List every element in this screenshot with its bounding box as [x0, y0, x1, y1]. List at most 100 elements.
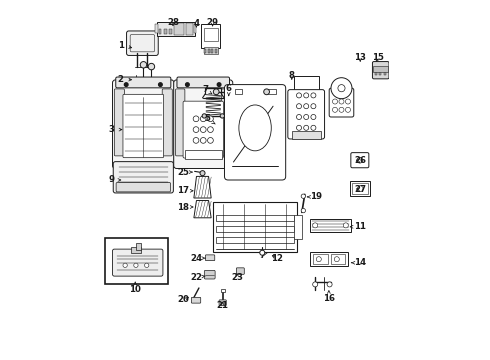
- FancyBboxPatch shape: [174, 80, 233, 168]
- Circle shape: [296, 104, 301, 109]
- FancyBboxPatch shape: [123, 94, 164, 158]
- Circle shape: [311, 104, 316, 109]
- FancyBboxPatch shape: [114, 89, 124, 156]
- Bar: [216, 237, 294, 243]
- FancyBboxPatch shape: [372, 62, 389, 79]
- Circle shape: [345, 107, 350, 112]
- Circle shape: [220, 114, 224, 118]
- Circle shape: [333, 107, 338, 112]
- Bar: [331, 254, 345, 264]
- Bar: [352, 183, 368, 194]
- Text: 8: 8: [289, 71, 295, 80]
- Bar: [215, 49, 217, 53]
- FancyBboxPatch shape: [183, 101, 223, 158]
- Circle shape: [140, 62, 147, 68]
- Text: 4: 4: [194, 19, 199, 28]
- Circle shape: [327, 282, 332, 287]
- Circle shape: [193, 138, 199, 143]
- Bar: [294, 76, 319, 90]
- Bar: [105, 238, 169, 284]
- Circle shape: [333, 99, 338, 104]
- Circle shape: [301, 194, 305, 198]
- Bar: [194, 24, 196, 33]
- Bar: [211, 49, 214, 53]
- Polygon shape: [194, 176, 211, 198]
- Text: 29: 29: [207, 18, 219, 27]
- Bar: [170, 29, 172, 34]
- Text: 14: 14: [351, 258, 366, 267]
- Text: 18: 18: [177, 202, 193, 211]
- Text: 28: 28: [167, 18, 179, 27]
- Circle shape: [304, 104, 309, 109]
- FancyBboxPatch shape: [162, 89, 172, 156]
- Text: 23: 23: [231, 274, 243, 282]
- Circle shape: [145, 263, 149, 267]
- Circle shape: [200, 138, 206, 143]
- Bar: [204, 28, 218, 41]
- FancyBboxPatch shape: [175, 89, 185, 156]
- FancyBboxPatch shape: [224, 85, 286, 180]
- Text: 3: 3: [109, 125, 122, 134]
- Circle shape: [334, 257, 339, 262]
- Circle shape: [304, 93, 309, 98]
- Text: 21: 21: [217, 301, 229, 310]
- Circle shape: [260, 250, 265, 255]
- Circle shape: [311, 125, 316, 130]
- FancyBboxPatch shape: [204, 270, 215, 279]
- Bar: [174, 23, 184, 35]
- FancyBboxPatch shape: [113, 162, 173, 193]
- Bar: [374, 72, 377, 75]
- FancyBboxPatch shape: [116, 183, 171, 192]
- Bar: [136, 243, 141, 250]
- Bar: [216, 215, 294, 221]
- Bar: [208, 49, 210, 53]
- Circle shape: [200, 127, 206, 132]
- Circle shape: [159, 83, 162, 86]
- Bar: [292, 131, 320, 139]
- Circle shape: [296, 125, 301, 130]
- FancyBboxPatch shape: [288, 90, 324, 139]
- Circle shape: [316, 257, 321, 262]
- Bar: [213, 202, 297, 252]
- Circle shape: [186, 83, 189, 86]
- Bar: [310, 219, 351, 232]
- FancyBboxPatch shape: [219, 300, 226, 306]
- Circle shape: [343, 223, 348, 228]
- Circle shape: [357, 157, 363, 163]
- Circle shape: [304, 114, 309, 120]
- Bar: [185, 150, 222, 159]
- Circle shape: [217, 83, 221, 86]
- Circle shape: [193, 116, 199, 122]
- Circle shape: [311, 93, 316, 98]
- Polygon shape: [194, 201, 211, 218]
- Text: 22: 22: [191, 273, 205, 282]
- Bar: [157, 22, 195, 36]
- Circle shape: [357, 186, 363, 192]
- FancyBboxPatch shape: [329, 88, 354, 117]
- Circle shape: [208, 138, 213, 143]
- FancyBboxPatch shape: [205, 255, 215, 261]
- Bar: [220, 289, 225, 292]
- Bar: [201, 24, 220, 48]
- Circle shape: [264, 89, 270, 95]
- Bar: [235, 89, 242, 94]
- Text: 11: 11: [350, 222, 366, 231]
- Circle shape: [339, 99, 344, 104]
- Text: 12: 12: [271, 254, 283, 263]
- Text: 1: 1: [118, 40, 132, 49]
- Text: 27: 27: [354, 184, 366, 194]
- Circle shape: [123, 263, 127, 267]
- Bar: [350, 181, 370, 196]
- FancyBboxPatch shape: [116, 77, 171, 88]
- Bar: [204, 49, 206, 53]
- Circle shape: [134, 263, 138, 267]
- FancyBboxPatch shape: [126, 31, 158, 55]
- FancyBboxPatch shape: [113, 80, 174, 168]
- Text: 6: 6: [226, 84, 232, 96]
- Bar: [313, 254, 328, 264]
- Text: 2: 2: [118, 75, 132, 84]
- Circle shape: [208, 116, 213, 122]
- Circle shape: [339, 107, 344, 112]
- Circle shape: [313, 282, 318, 287]
- FancyBboxPatch shape: [351, 153, 369, 168]
